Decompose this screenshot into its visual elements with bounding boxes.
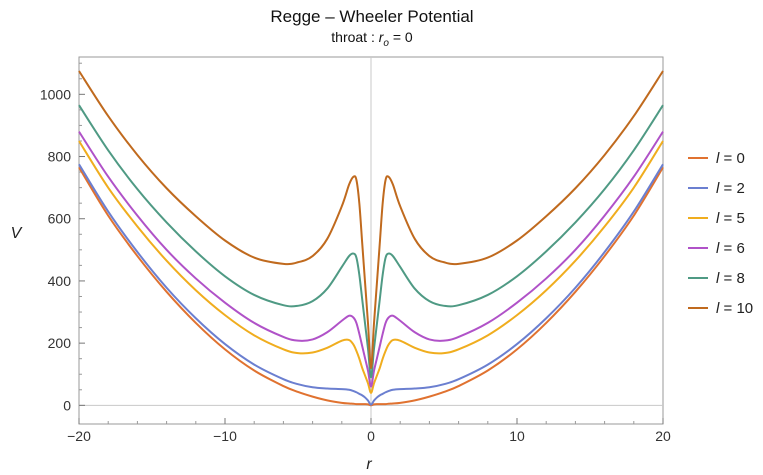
series-line-l-2 bbox=[78, 163, 664, 406]
y-tick-label: 0 bbox=[63, 397, 71, 413]
subtitle-subscript: o bbox=[383, 38, 389, 49]
x-tick-label: −10 bbox=[213, 428, 237, 444]
x-tick-label: 10 bbox=[509, 428, 525, 444]
y-tick-label: 1000 bbox=[40, 86, 71, 102]
y-tick-label: 800 bbox=[48, 149, 72, 165]
x-tick-label: 20 bbox=[655, 428, 671, 444]
series-lines bbox=[78, 70, 664, 407]
y-tick-label: 600 bbox=[48, 211, 72, 227]
legend: l = 0 l = 2 l = 5 l = 6 l = 8 l = 10 bbox=[688, 150, 753, 317]
legend-label-l-5: l = 5 bbox=[716, 210, 745, 227]
subtitle-variable: r bbox=[379, 29, 385, 45]
series-line-l-10 bbox=[78, 70, 664, 370]
series-line-l-8 bbox=[78, 104, 664, 379]
chart-title-group: Regge – Wheeler Potential throat : ro = … bbox=[270, 7, 473, 49]
legend-label-l-2: l = 2 bbox=[716, 180, 745, 197]
y-axis-title: V bbox=[11, 225, 23, 242]
series-line-l-5 bbox=[78, 140, 664, 394]
tick-marks bbox=[78, 62, 664, 424]
chart-subtitle: throat : ro = 0 bbox=[331, 29, 413, 49]
chart-title: Regge – Wheeler Potential bbox=[270, 7, 473, 26]
y-tick-label: 200 bbox=[48, 335, 72, 351]
y-tick-label: 400 bbox=[48, 273, 72, 289]
series-line-l-6 bbox=[78, 131, 664, 388]
subtitle-prefix: throat : bbox=[331, 29, 378, 45]
x-tick-label: 0 bbox=[367, 428, 375, 444]
legend-label-l-6: l = 6 bbox=[716, 240, 745, 257]
x-axis-title: r bbox=[366, 456, 372, 473]
legend-label-l-10: l = 10 bbox=[716, 300, 753, 317]
x-tick-label: −20 bbox=[67, 428, 91, 444]
legend-label-l-8: l = 8 bbox=[716, 270, 745, 287]
subtitle-suffix: = 0 bbox=[389, 29, 413, 45]
legend-label-l-0: l = 0 bbox=[716, 150, 745, 167]
